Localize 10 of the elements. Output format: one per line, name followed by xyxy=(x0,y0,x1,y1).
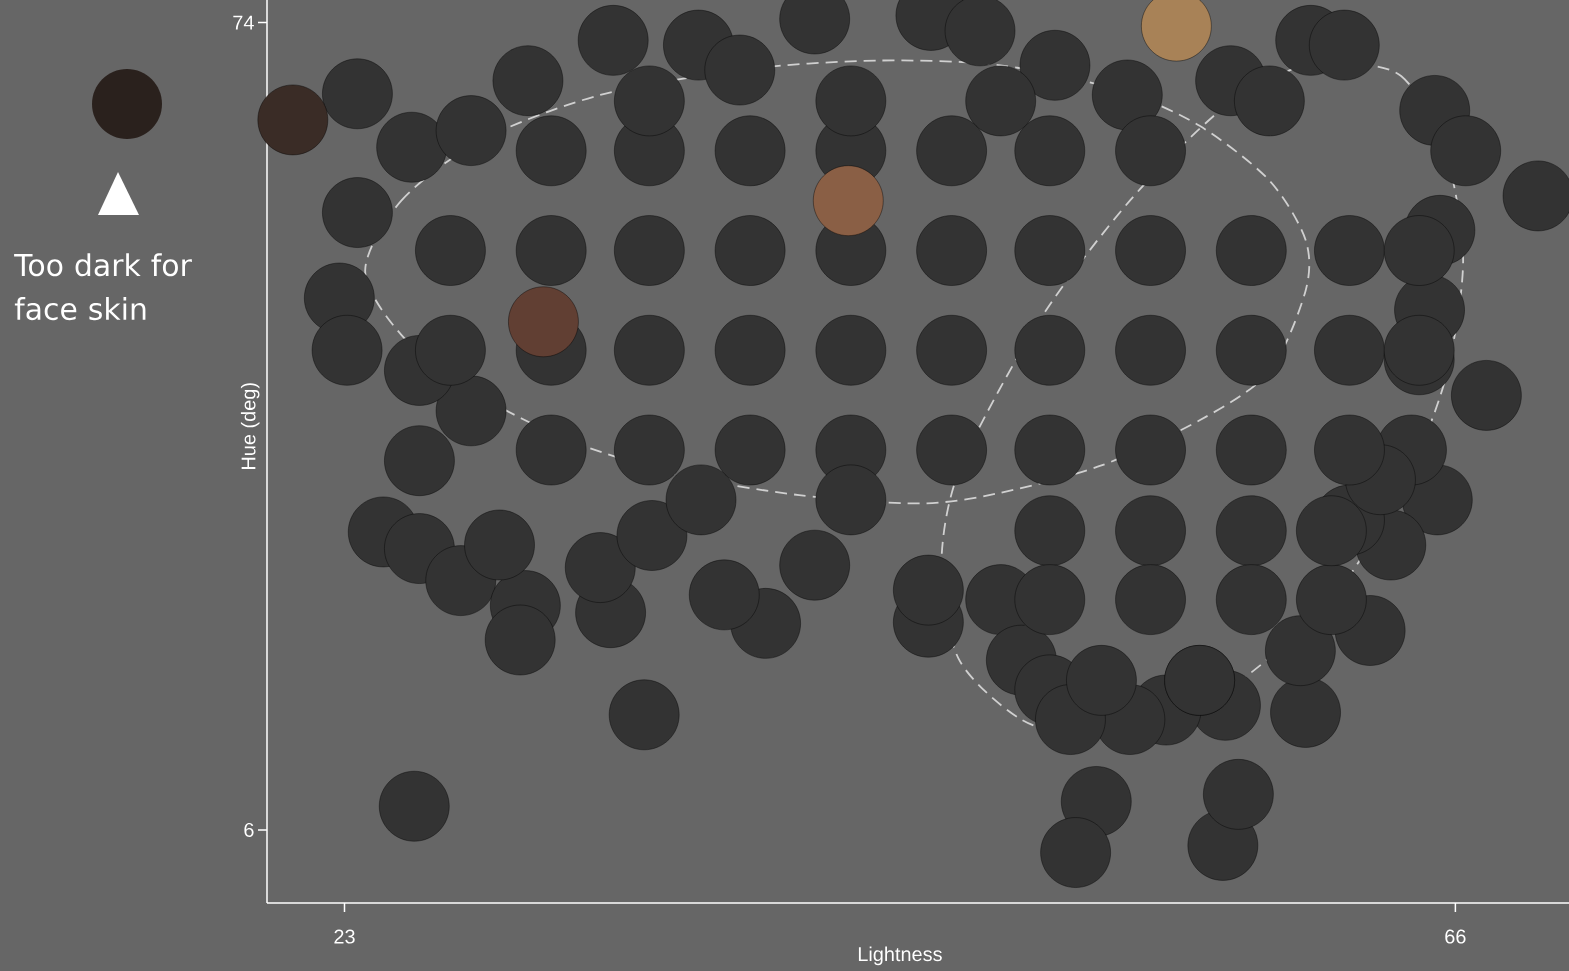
text: Too dark for face skin xyxy=(14,253,192,321)
y-axis-title: Hue (deg) xyxy=(240,383,260,469)
point xyxy=(257,84,329,156)
x-tick-label: 23 xyxy=(334,929,355,944)
x-tick-label: 66 xyxy=(1445,929,1466,944)
point xyxy=(813,165,884,236)
x-axis-title: Lightness xyxy=(858,946,942,966)
point xyxy=(508,286,579,357)
y-tick-label: 74 xyxy=(233,15,254,30)
y-tick-label: 6 xyxy=(244,822,254,838)
